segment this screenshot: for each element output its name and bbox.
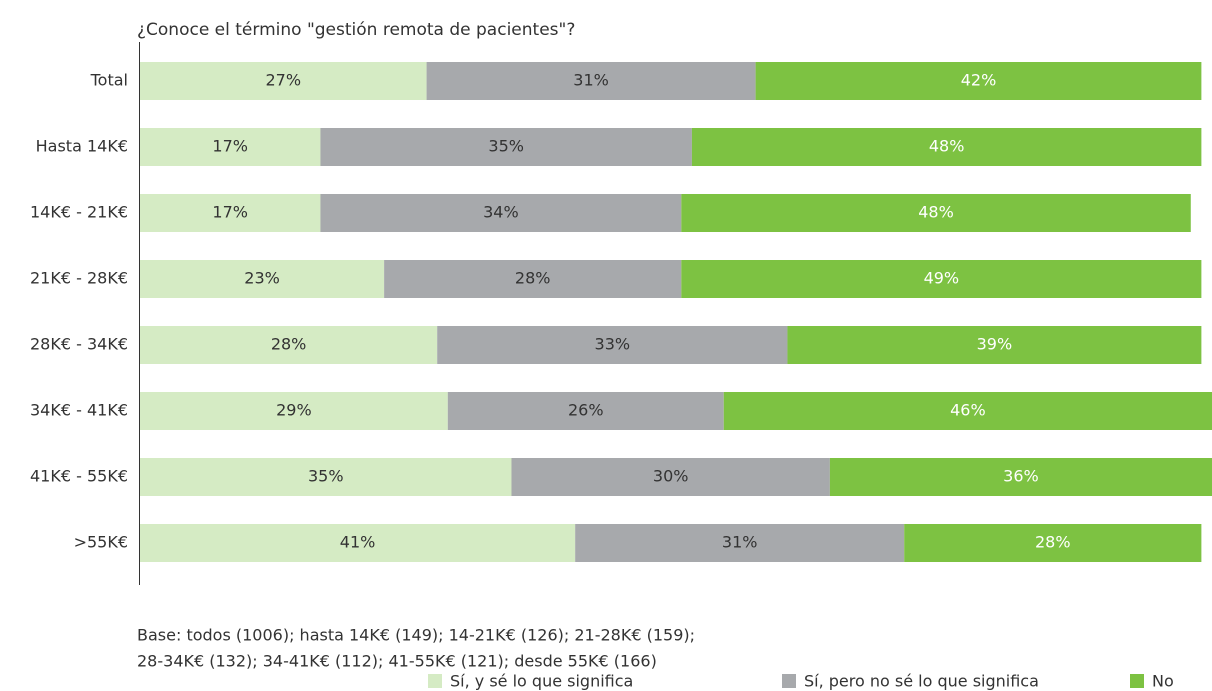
legend-swatch <box>782 674 796 688</box>
bar-segment <box>437 326 788 364</box>
bar-segment <box>904 524 1202 562</box>
y-tick-label: 41K€ - 55K€ <box>30 467 128 486</box>
y-tick-label: 21K€ - 28K€ <box>30 269 128 288</box>
bar-segment <box>140 128 321 166</box>
data-label: 33% <box>595 335 631 354</box>
bar-segment <box>320 128 692 166</box>
data-label: 34% <box>483 203 519 222</box>
data-label: 31% <box>722 533 758 552</box>
data-label: 28% <box>515 269 551 288</box>
note: Base: todos (1006); hasta 14K€ (149); 14… <box>137 626 695 645</box>
bar-segment <box>575 524 905 562</box>
bar-segment <box>140 392 448 430</box>
data-label: 23% <box>244 269 280 288</box>
data-label: 28% <box>271 335 307 354</box>
legend-swatch <box>1130 674 1144 688</box>
data-label: 41% <box>340 533 376 552</box>
y-tick-label: 34K€ - 41K€ <box>30 401 128 420</box>
bar-segment <box>829 458 1212 496</box>
data-label: 49% <box>924 269 960 288</box>
bar-segment <box>755 62 1202 100</box>
data-label: 26% <box>568 401 604 420</box>
legend-label: Sí, y sé lo que significa <box>450 672 633 691</box>
y-tick-label: Total <box>90 71 128 90</box>
data-label: 35% <box>308 467 344 486</box>
bar-segment <box>320 194 682 232</box>
data-label: 42% <box>961 71 997 90</box>
data-label: 39% <box>977 335 1013 354</box>
legend-label: Sí, pero no sé lo que significa <box>804 672 1039 691</box>
bar-segment <box>681 260 1202 298</box>
y-tick-label: 28K€ - 34K€ <box>30 335 128 354</box>
legend-swatch <box>428 674 442 688</box>
note: 28-34K€ (132); 34-41K€ (112); 41-55K€ (1… <box>137 652 657 671</box>
data-label: 28% <box>1035 533 1071 552</box>
chart-title: ¿Conoce el término "gestión remota de pa… <box>137 20 575 40</box>
bar-segment <box>140 194 321 232</box>
bar-segment <box>723 392 1212 430</box>
bar-segment <box>140 62 427 100</box>
y-tick-label: Hasta 14K€ <box>36 137 128 156</box>
data-label: 27% <box>266 71 302 90</box>
data-label: 48% <box>929 137 965 156</box>
bar-segment <box>691 128 1202 166</box>
data-label: 30% <box>653 467 689 486</box>
bar-segment <box>140 458 512 496</box>
bar-segment <box>140 326 438 364</box>
bar-segment <box>426 62 756 100</box>
y-tick-label: 14K€ - 21K€ <box>30 203 128 222</box>
data-label: 48% <box>918 203 954 222</box>
bar-segment <box>140 524 576 562</box>
bar-segment <box>511 458 830 496</box>
y-tick-label: >55K€ <box>74 533 128 552</box>
bar-segment <box>787 326 1202 364</box>
data-label: 46% <box>950 401 986 420</box>
data-label: 29% <box>276 401 312 420</box>
bar-segment <box>384 260 682 298</box>
legend-label: No <box>1152 672 1174 691</box>
bar-segment <box>681 194 1191 232</box>
data-label: 17% <box>212 137 248 156</box>
data-label: 36% <box>1003 467 1039 486</box>
bar-segment <box>447 392 724 430</box>
data-label: 17% <box>212 203 248 222</box>
bar-segment <box>140 260 385 298</box>
data-label: 35% <box>488 137 524 156</box>
data-label: 31% <box>573 71 609 90</box>
